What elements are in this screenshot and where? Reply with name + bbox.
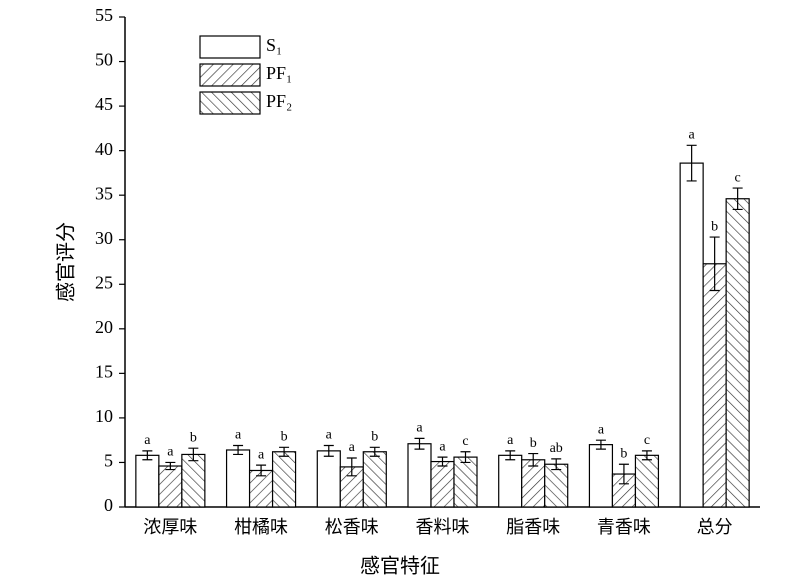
legend-swatch xyxy=(199,35,261,59)
x-tick-label: 浓厚味 xyxy=(143,517,197,537)
bar xyxy=(588,444,614,508)
x-tick-label: 总分 xyxy=(697,517,733,537)
bar xyxy=(181,453,206,508)
y-tick-label: 10 xyxy=(95,406,113,426)
significance-label: a xyxy=(507,433,514,448)
error-bar xyxy=(732,187,743,211)
bar xyxy=(634,454,660,508)
significance-label: c xyxy=(644,433,650,448)
error-bar xyxy=(618,463,629,485)
bar xyxy=(158,465,183,508)
legend-label: PF₁ xyxy=(266,63,292,83)
y-tick-label: 25 xyxy=(95,272,113,292)
significance-label: a xyxy=(235,428,242,443)
significance-label: a xyxy=(598,422,605,437)
bar xyxy=(430,460,455,508)
legend-label: S₁ xyxy=(266,35,282,55)
bar xyxy=(521,459,546,508)
significance-label: a xyxy=(439,439,446,454)
error-bar xyxy=(256,464,267,477)
x-tick-label: 青香味 xyxy=(597,517,651,537)
bar xyxy=(453,456,478,508)
bar xyxy=(362,451,387,508)
x-tick-label: 柑橘味 xyxy=(234,517,288,537)
error-bar xyxy=(142,450,153,461)
error-bar xyxy=(437,456,448,467)
x-tick-label: 香料味 xyxy=(416,517,470,537)
significance-label: a xyxy=(349,440,356,455)
bar xyxy=(316,450,341,508)
y-tick-label: 40 xyxy=(95,139,113,159)
x-tick-label: 松香味 xyxy=(325,517,379,537)
error-bar xyxy=(641,450,652,461)
significance-label: b xyxy=(190,430,197,445)
significance-label: a xyxy=(258,447,265,462)
legend-swatch xyxy=(199,91,261,115)
bar xyxy=(135,454,160,508)
y-tick-label: 0 xyxy=(104,495,113,515)
significance-label: b xyxy=(711,219,718,234)
y-tick-label: 55 xyxy=(95,5,113,25)
legend-swatch xyxy=(199,63,261,87)
bar xyxy=(498,454,523,508)
error-bar xyxy=(686,144,697,182)
error-bar xyxy=(165,461,176,471)
bar xyxy=(702,263,727,508)
significance-label: a xyxy=(167,445,174,460)
error-bar xyxy=(595,439,606,450)
bar xyxy=(679,162,704,508)
bar xyxy=(544,463,569,508)
significance-label: c xyxy=(735,170,741,185)
error-bar xyxy=(188,447,199,462)
y-tick-label: 20 xyxy=(95,317,113,337)
bar xyxy=(407,443,432,508)
error-bar xyxy=(279,446,290,457)
y-axis-label: 感官评分 xyxy=(55,222,78,302)
significance-label: a xyxy=(326,428,333,443)
significance-label: a xyxy=(689,128,696,143)
error-bar xyxy=(709,236,720,292)
bar xyxy=(271,451,297,508)
y-tick-label: 5 xyxy=(104,451,113,471)
error-bar xyxy=(528,452,539,467)
significance-label: a xyxy=(416,421,423,436)
error-bar xyxy=(505,450,516,461)
significance-label: c xyxy=(462,434,468,449)
y-tick-label: 15 xyxy=(95,361,113,381)
y-tick-label: 30 xyxy=(95,228,113,248)
significance-label: a xyxy=(144,433,151,448)
error-bar xyxy=(369,446,380,457)
significance-label: ab xyxy=(550,441,563,456)
error-bar xyxy=(346,457,357,477)
significance-label: b xyxy=(530,436,537,451)
error-bar xyxy=(460,451,471,464)
y-tick-label: 50 xyxy=(95,50,113,70)
significance-label: b xyxy=(371,430,378,445)
x-axis-label: 感官特征 xyxy=(360,555,440,578)
bar xyxy=(725,198,750,508)
error-bar xyxy=(323,444,334,457)
error-bar xyxy=(414,437,425,450)
x-tick-label: 脂香味 xyxy=(506,517,560,537)
error-bar xyxy=(551,458,562,471)
legend-label: PF₂ xyxy=(266,91,292,111)
bar xyxy=(225,449,251,508)
y-tick-label: 45 xyxy=(95,94,113,114)
significance-label: b xyxy=(620,446,627,461)
y-tick-label: 35 xyxy=(95,183,113,203)
error-bar xyxy=(233,444,244,456)
significance-label: b xyxy=(281,430,288,445)
